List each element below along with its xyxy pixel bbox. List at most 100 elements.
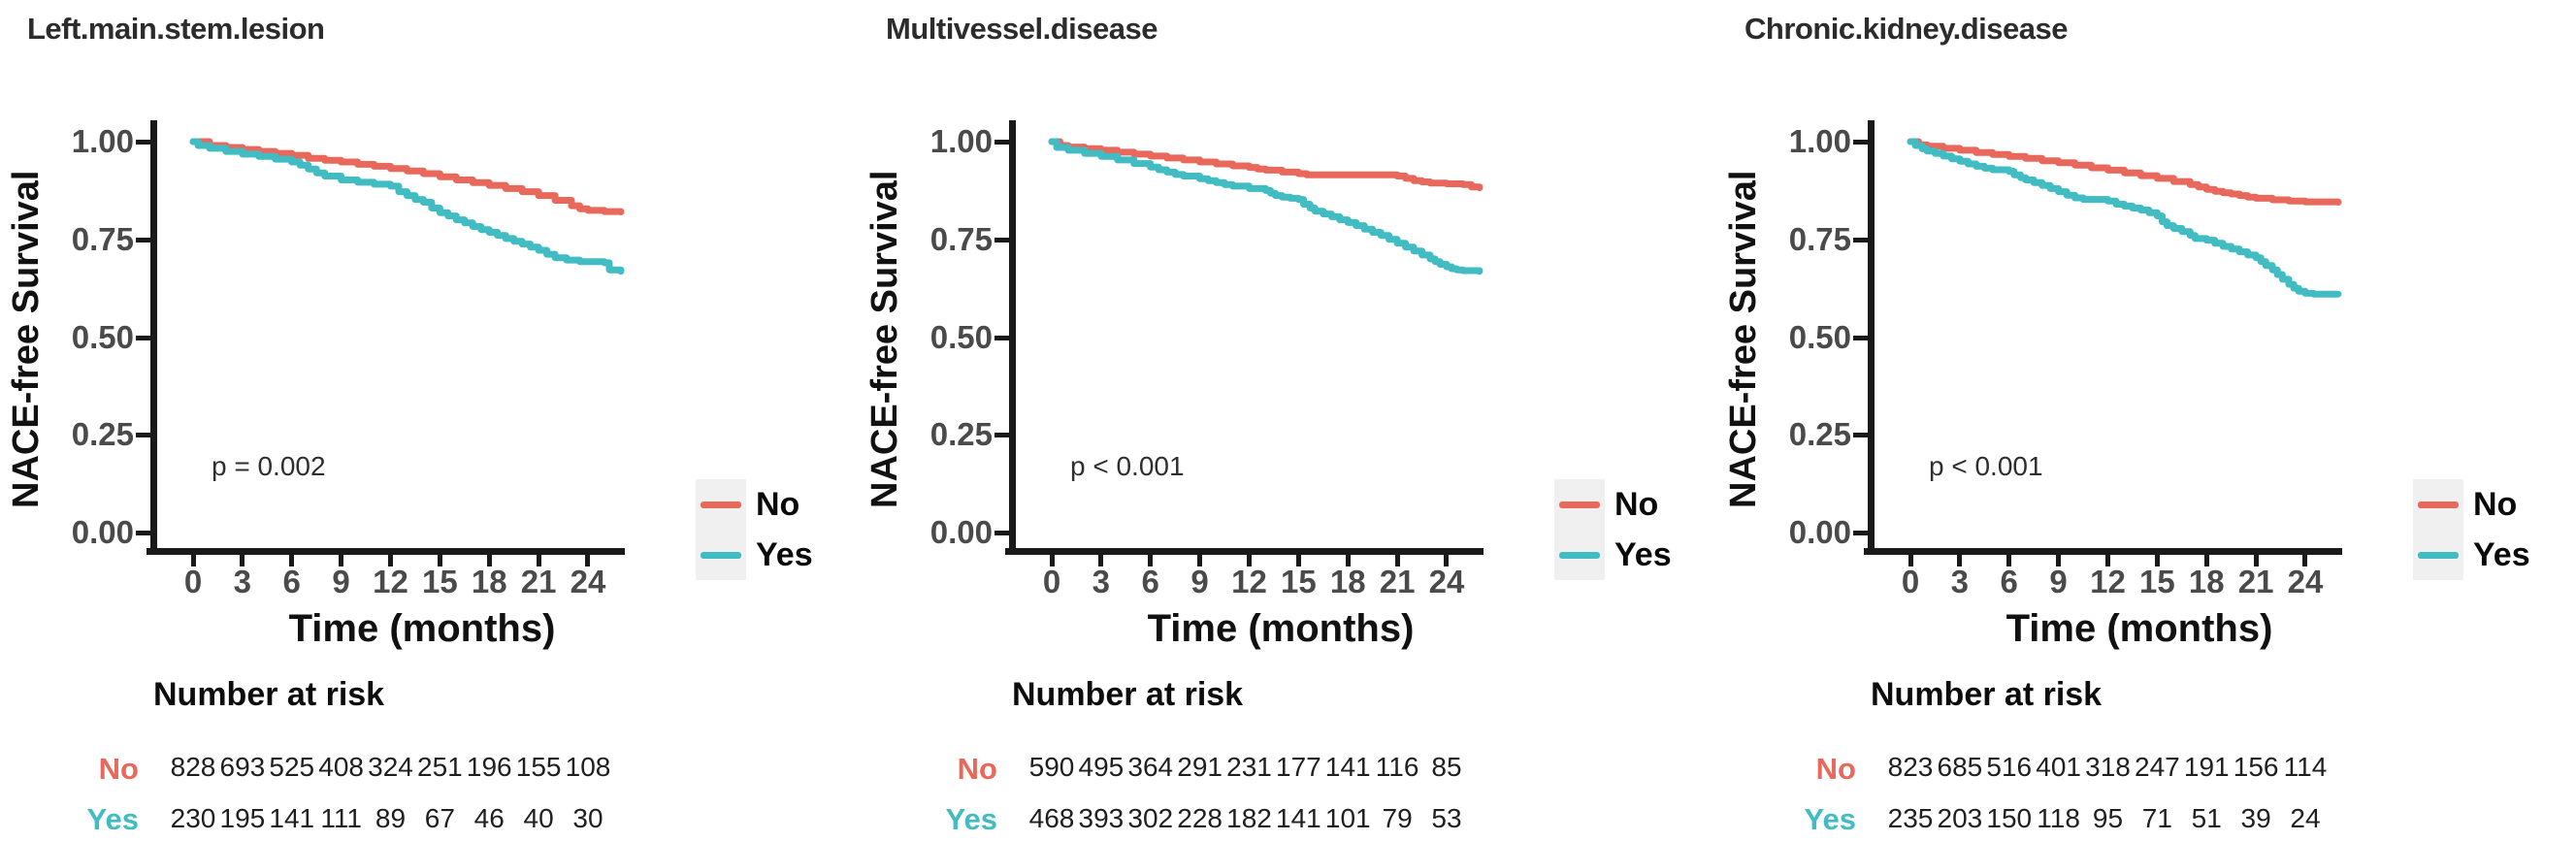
x-tick-label: 3: [1092, 564, 1111, 599]
risk-row-label-no: No: [1815, 752, 1856, 786]
y-tick-mark: [995, 433, 1010, 437]
x-tick-mark: [2253, 554, 2259, 566]
x-tick-mark: [1148, 554, 1154, 566]
legend-entry-yes: Yes: [696, 530, 813, 580]
risk-count: 177: [1276, 752, 1321, 782]
legend: No Yes: [696, 479, 813, 580]
y-tick-label: 1.00: [929, 123, 993, 159]
km-panel-chronic-kidney-disease: Chronic.kidney.disease NACE-free Surviva…: [1717, 0, 2576, 841]
risk-count: 247: [2135, 752, 2180, 782]
km-curve-no: [189, 138, 625, 215]
x-tick-label: 21: [1379, 564, 1416, 599]
x-tick-label: 12: [373, 564, 408, 599]
y-tick-label: 0.75: [71, 221, 134, 257]
x-tick-label: 3: [233, 564, 252, 599]
x-tick-label: 0: [1901, 564, 1920, 599]
risk-count: 30: [572, 803, 603, 833]
y-axis-line: [150, 120, 157, 554]
risk-count: 196: [466, 752, 512, 782]
y-tick-mark: [1853, 140, 1869, 145]
risk-count: 39: [2240, 803, 2271, 833]
km-panel-multivessel-disease: Multivessel.disease NACE-free Survival p…: [859, 0, 1717, 841]
risk-count: 114: [2283, 752, 2328, 782]
legend-entry-yes: Yes: [1554, 530, 1672, 580]
risk-count: 525: [269, 752, 315, 782]
km-curve-no: [1048, 138, 1484, 192]
y-tick-label: 0.00: [1788, 514, 1851, 550]
y-axis-line: [1009, 120, 1016, 554]
legend-key-box: [696, 530, 746, 580]
y-tick-label: 0.75: [929, 221, 993, 257]
legend: No Yes: [2413, 479, 2530, 580]
y-tick-mark: [136, 531, 151, 535]
yes-curve-swatch-icon: [1559, 551, 1600, 559]
no-curve-swatch-icon: [2418, 501, 2459, 508]
x-tick-mark: [387, 554, 393, 566]
x-tick-mark: [1444, 554, 1450, 566]
y-tick-label: 0.00: [929, 514, 993, 550]
y-tick-label: 0.25: [929, 416, 993, 452]
risk-count: 111: [320, 803, 362, 833]
yes-curve-swatch-icon: [701, 551, 741, 559]
legend-entry-no: No: [2413, 479, 2530, 530]
risk-row-label-yes: Yes: [1804, 802, 1856, 836]
legend-label-no: No: [1614, 485, 1659, 523]
y-tick-mark: [136, 336, 151, 340]
x-tick-label: 6: [2000, 564, 2018, 599]
y-axis-line: [1868, 120, 1875, 554]
risk-count: 516: [1986, 752, 2033, 782]
x-tick-label: 3: [1950, 564, 1970, 599]
legend-key-box: [2413, 479, 2463, 530]
x-tick-mark: [2104, 554, 2110, 566]
y-tick-mark: [1853, 238, 1869, 243]
risk-count: 79: [1382, 803, 1413, 833]
x-axis-title: Time (months): [2005, 607, 2273, 650]
risk-count: 195: [219, 803, 266, 833]
x-tick-label: 15: [1281, 564, 1317, 599]
y-tick-mark: [1853, 433, 1869, 437]
risk-count: 685: [1937, 752, 1983, 782]
y-tick-mark: [995, 140, 1010, 145]
risk-count: 85: [1431, 752, 1462, 782]
risk-count: 230: [170, 803, 216, 833]
panel-title: Multivessel.disease: [886, 12, 1158, 46]
x-tick-mark: [2302, 554, 2308, 566]
x-tick-label: 9: [2049, 564, 2068, 599]
risk-count: 182: [1226, 803, 1272, 833]
km-curve-no: [1907, 138, 2342, 206]
y-tick-mark: [995, 336, 1010, 340]
risk-table-title: Number at risk: [1871, 676, 2103, 713]
risk-row-label-no: No: [98, 752, 139, 786]
survival-curves: [1048, 138, 1484, 275]
y-tick-label: 0.50: [71, 319, 134, 355]
legend-key-box: [696, 479, 746, 530]
risk-count: 191: [2183, 752, 2230, 782]
x-tick-label: 0: [183, 564, 203, 599]
km-panel-left-main-stem-lesion: Left.main.stem.lesion NACE-free Survival…: [0, 0, 859, 841]
risk-count: 150: [1986, 803, 2033, 833]
risk-count: 89: [375, 803, 407, 833]
risk-count: 53: [1431, 803, 1462, 833]
y-tick-label: 0.25: [71, 416, 134, 452]
risk-count: 324: [368, 752, 413, 782]
risk-row-label-no: No: [957, 752, 997, 786]
x-tick-mark: [2203, 554, 2209, 566]
risk-row-label-yes: Yes: [86, 802, 139, 836]
y-tick-label: 0.50: [929, 319, 993, 355]
x-tick-label: 18: [2188, 564, 2225, 599]
x-axis-title: Time (months): [288, 607, 556, 650]
risk-count: 364: [1127, 752, 1174, 782]
risk-count: 101: [1324, 803, 1371, 833]
y-tick-label: 1.00: [71, 123, 134, 159]
legend-key-box: [1554, 479, 1605, 530]
x-tick-mark: [289, 554, 295, 566]
p-value: p = 0.002: [212, 451, 326, 481]
risk-count: 828: [170, 752, 216, 782]
x-tick-label: 12: [2090, 564, 2126, 599]
risk-count: 318: [2085, 752, 2131, 782]
x-axis-line: [1005, 548, 1484, 555]
panel-title: Chronic.kidney.disease: [1745, 12, 2069, 46]
risk-count: 118: [2037, 803, 2080, 833]
panel-title: Left.main.stem.lesion: [27, 12, 325, 46]
